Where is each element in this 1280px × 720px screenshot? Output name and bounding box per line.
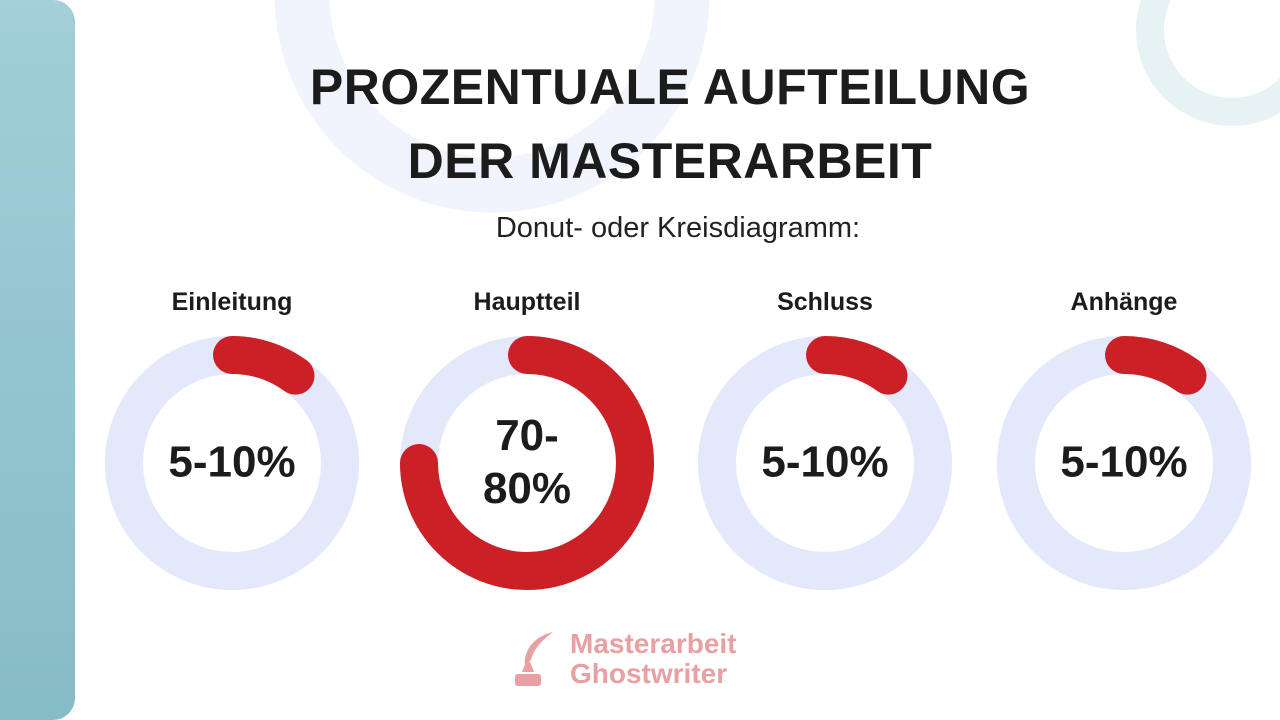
value-label: 5-10% (1060, 437, 1188, 487)
subtitle: Donut- oder Kreisdiagramm: (495, 212, 861, 244)
chart-title: Schluss (777, 288, 873, 316)
side-bar (0, 0, 75, 720)
title: PROZENTUALE AUFTEILUNG (309, 59, 1031, 115)
chart-title: Einleitung (171, 288, 293, 316)
donut-arc (1105, 336, 1207, 395)
donut-arc (400, 336, 654, 590)
chart-title: Hauptteil (473, 288, 581, 316)
logo-icon (515, 632, 553, 686)
title: DER MASTERARBEIT (407, 133, 933, 189)
donut-arc (213, 336, 315, 395)
decor-ring (1136, 0, 1280, 126)
logo-text: Masterarbeit (570, 628, 737, 659)
logo-text: Ghostwriter (570, 658, 728, 689)
decor-ring (274, 0, 710, 213)
donut-arc (806, 336, 908, 395)
value-label: 5-10% (168, 437, 296, 487)
value-label: 70-80% (482, 411, 572, 513)
value-label: 5-10% (761, 437, 889, 487)
chart-title: Anhänge (1070, 288, 1178, 316)
